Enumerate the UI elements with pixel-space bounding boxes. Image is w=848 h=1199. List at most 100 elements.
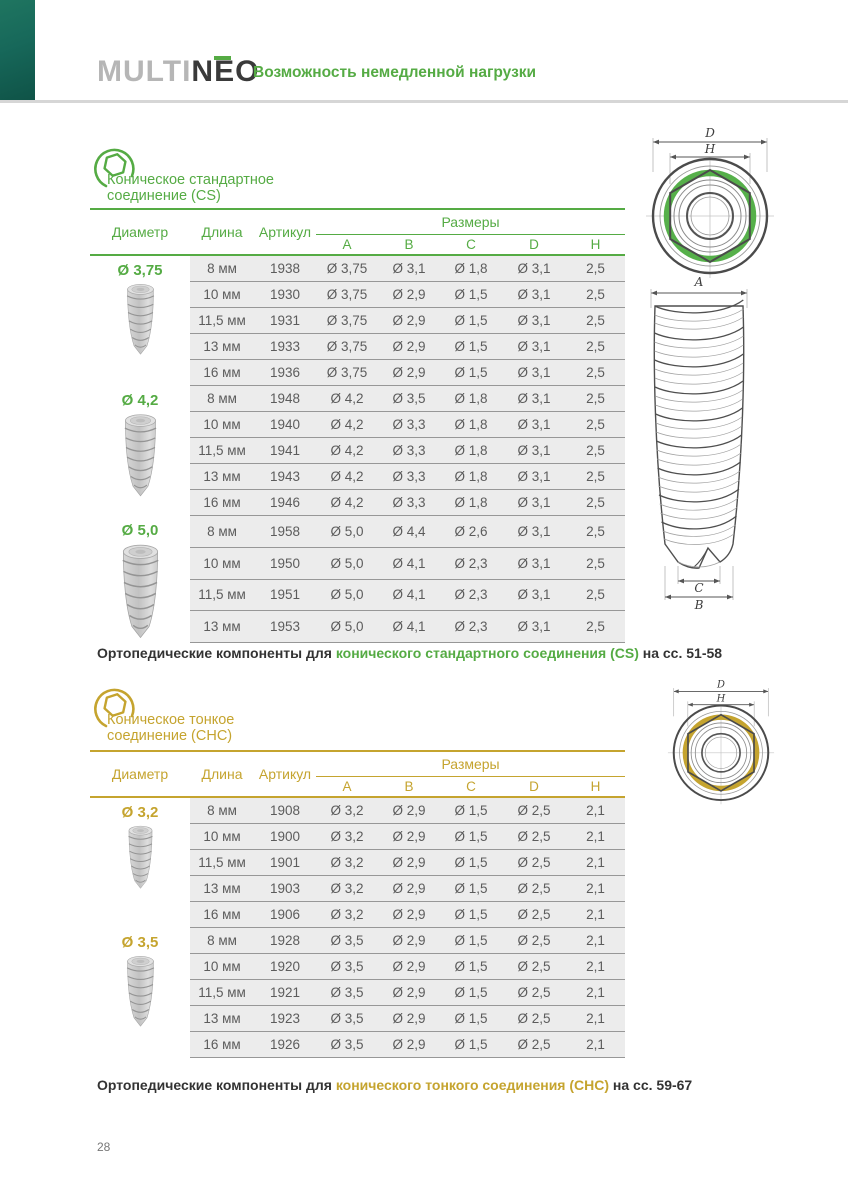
- size-h-cell: 2,5: [566, 333, 626, 360]
- size-d-cell: Ø 3,1: [502, 610, 566, 643]
- article-cell: 1946: [254, 489, 316, 516]
- table-row: 16 мм 1926 Ø 3,5 Ø 2,9 Ø 1,5 Ø 2,5 2,1: [90, 1031, 626, 1058]
- column-header-size-A: A: [342, 237, 352, 252]
- brand-logo: MULTI NEO: [97, 54, 259, 90]
- article-cell: 1920: [254, 953, 316, 980]
- column-header-size-H: H: [590, 779, 601, 794]
- length-cell: 16 мм: [190, 359, 254, 386]
- size-d-cell: Ø 2,5: [502, 1005, 566, 1032]
- size-c-cell: Ø 1,5: [440, 307, 502, 334]
- implant-image: [126, 283, 154, 355]
- article-cell: 1903: [254, 875, 316, 902]
- implant-side-view-drawing: A: [650, 276, 748, 612]
- diameter-group-cell: Ø 3,75: [90, 255, 190, 386]
- size-a-cell: Ø 4,2: [316, 437, 378, 464]
- size-h-cell: 2,5: [566, 411, 626, 438]
- article-cell: 1938: [254, 254, 316, 282]
- page-corner-accent: [0, 0, 35, 100]
- size-a-cell: Ø 3,5: [316, 1031, 378, 1058]
- size-h-cell: 2,1: [566, 849, 626, 876]
- table-row: 13 мм 1933 Ø 3,75 Ø 2,9 Ø 1,5 Ø 3,1 2,5: [90, 333, 626, 360]
- article-cell: 1948: [254, 385, 316, 412]
- implant-image: [123, 413, 157, 496]
- size-b-cell: Ø 2,9: [378, 979, 440, 1006]
- size-a-cell: Ø 5,0: [316, 546, 378, 579]
- implant-image: [121, 543, 159, 638]
- column-header-size-H: H: [590, 237, 601, 252]
- size-b-cell: Ø 2,9: [378, 796, 440, 824]
- size-c-cell: Ø 1,5: [440, 823, 502, 850]
- size-h-cell: 2,5: [566, 578, 626, 611]
- column-header-length: Длина: [201, 224, 243, 240]
- size-h-cell: 2,5: [566, 515, 626, 548]
- size-b-cell: Ø 3,3: [378, 437, 440, 464]
- size-b-cell: Ø 3,3: [378, 489, 440, 516]
- table-row: 16 мм 1906 Ø 3,2 Ø 2,9 Ø 1,5 Ø 2,5 2,1: [90, 901, 626, 928]
- size-a-cell: Ø 4,2: [316, 489, 378, 516]
- size-c-cell: Ø 1,5: [440, 927, 502, 954]
- size-d-cell: Ø 3,1: [502, 359, 566, 386]
- size-d-cell: Ø 3,1: [502, 411, 566, 438]
- column-header-size-B: B: [404, 779, 414, 794]
- size-h-cell: 2,5: [566, 437, 626, 464]
- column-header-size-D: D: [529, 779, 539, 794]
- length-cell: 10 мм: [190, 953, 254, 980]
- length-cell: 13 мм: [190, 610, 254, 643]
- article-cell: 1923: [254, 1005, 316, 1032]
- length-cell: 13 мм: [190, 463, 254, 490]
- article-cell: 1906: [254, 901, 316, 928]
- column-header-size-C: C: [466, 237, 476, 252]
- size-a-cell: Ø 3,75: [316, 307, 378, 334]
- article-cell: 1930: [254, 281, 316, 308]
- article-cell: 1908: [254, 796, 316, 824]
- table-row: 11,5 мм 1921 Ø 3,5 Ø 2,9 Ø 1,5 Ø 2,5 2,1: [90, 979, 626, 1006]
- top-view-drawing-chc: D H: [667, 679, 775, 805]
- size-d-cell: Ø 3,1: [502, 307, 566, 334]
- section-title-chc: Коническое тонкое соединение (СНС): [107, 712, 235, 744]
- size-a-cell: Ø 3,2: [316, 823, 378, 850]
- diameter-label: Ø 5,0: [121, 521, 159, 539]
- article-cell: 1933: [254, 333, 316, 360]
- size-b-cell: Ø 2,9: [378, 333, 440, 360]
- table-row: 13 мм 1903 Ø 3,2 Ø 2,9 Ø 1,5 Ø 2,5 2,1: [90, 875, 626, 902]
- length-cell: 13 мм: [190, 875, 254, 902]
- size-c-cell: Ø 1,8: [440, 463, 502, 490]
- article-cell: 1900: [254, 823, 316, 850]
- svg-text:A: A: [694, 276, 704, 289]
- size-b-cell: Ø 4,1: [378, 546, 440, 579]
- size-d-cell: Ø 2,5: [502, 849, 566, 876]
- table-row: 16 мм 1946 Ø 4,2 Ø 3,3 Ø 1,8 Ø 3,1 2,5: [90, 489, 626, 516]
- column-header-diameter: Диаметр: [111, 224, 169, 240]
- size-a-cell: Ø 3,5: [316, 953, 378, 980]
- length-cell: 11,5 мм: [190, 578, 254, 611]
- length-cell: 11,5 мм: [190, 307, 254, 334]
- logo-multi-text: MULTI: [97, 55, 192, 88]
- article-cell: 1958: [254, 515, 316, 548]
- column-header-article: Артикул: [258, 766, 312, 782]
- section-title-cs: Коническое стандартное соединение (CS): [107, 172, 274, 204]
- size-b-cell: Ø 2,9: [378, 953, 440, 980]
- size-d-cell: Ø 3,1: [502, 385, 566, 412]
- size-b-cell: Ø 3,5: [378, 385, 440, 412]
- svg-text:H: H: [704, 142, 716, 156]
- diameter-group-cell: Ø 3,2: [90, 797, 190, 928]
- size-d-cell: Ø 3,1: [502, 281, 566, 308]
- article-cell: 1926: [254, 1031, 316, 1058]
- size-c-cell: Ø 2,3: [440, 546, 502, 579]
- column-header-size-D: D: [529, 237, 539, 252]
- logo-macron-accent: [214, 56, 232, 60]
- article-cell: 1953: [254, 610, 316, 643]
- column-header-sizes: Размеры: [316, 751, 626, 777]
- article-cell: 1928: [254, 927, 316, 954]
- size-d-cell: Ø 2,5: [502, 927, 566, 954]
- table-row: 11,5 мм 1951 Ø 5,0 Ø 4,1 Ø 2,3 Ø 3,1 2,5: [90, 578, 626, 611]
- length-cell: 10 мм: [190, 411, 254, 438]
- size-b-cell: Ø 2,9: [378, 849, 440, 876]
- size-h-cell: 2,5: [566, 610, 626, 643]
- size-b-cell: Ø 4,4: [378, 515, 440, 548]
- size-h-cell: 2,5: [566, 254, 626, 282]
- size-b-cell: Ø 2,9: [378, 307, 440, 334]
- table-row: Ø 5,0 8 мм 1958 Ø 5,0 Ø 4,4 Ø 2,6 Ø 3,1 2,5: [90, 515, 626, 643]
- article-cell: 1941: [254, 437, 316, 464]
- table-row: 11,5 мм 1901 Ø 3,2 Ø 2,9 Ø 1,5 Ø 2,5 2,1: [90, 849, 626, 876]
